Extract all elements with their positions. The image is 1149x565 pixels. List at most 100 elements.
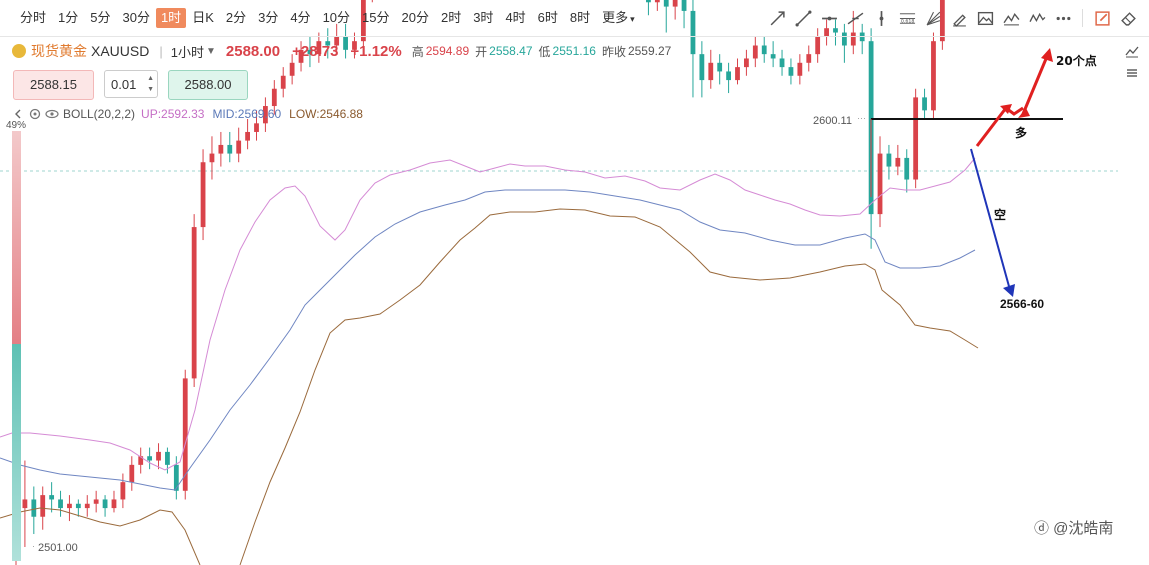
candle	[245, 119, 250, 150]
layout-panel-icon[interactable]	[1123, 64, 1141, 82]
candle-body	[31, 499, 37, 517]
candle-body	[360, 0, 366, 42]
candle-body	[209, 153, 215, 163]
short-target-label: 2566-60	[1000, 297, 1044, 311]
candle-body	[138, 456, 144, 465]
top-toolbar: 分时 1分 5分 30分 1时 日K 2分 3分 4分 10分 15分 20分 2时 3时 4时 6时 8时 更多…	[0, 0, 1149, 37]
candle-body	[316, 41, 322, 55]
candle-body	[352, 41, 357, 50]
candle	[289, 54, 295, 85]
candle-body	[49, 495, 55, 500]
candle-body	[280, 75, 286, 89]
author-watermark: ⓓ @沈皓南	[1034, 520, 1114, 537]
timeframe-5[interactable]: 日K	[192, 10, 214, 25]
long-target-line[interactable]	[1021, 53, 1050, 115]
period-selector[interactable]: 1小时	[170, 44, 204, 60]
timeframe-8[interactable]: 4分	[290, 10, 311, 25]
candle	[75, 499, 81, 517]
candle	[788, 58, 794, 85]
candle	[877, 136, 883, 228]
candle-body	[254, 123, 259, 132]
candle-body	[824, 28, 829, 37]
candle	[735, 58, 740, 85]
candle-body	[744, 58, 749, 68]
candle	[761, 36, 767, 63]
quantity-arrows-icon[interactable]: ▲ ▼	[147, 75, 154, 93]
boll-middle-band	[0, 189, 976, 491]
long-path-line[interactable]	[975, 105, 1024, 147]
candle-body	[165, 451, 170, 465]
buy-price-button[interactable]: 2588.00	[168, 70, 248, 100]
timeframe-0[interactable]: 分时	[20, 10, 47, 25]
timeframe-14[interactable]: 4时	[505, 10, 526, 25]
timeframe-12[interactable]: 2时	[440, 10, 462, 25]
candle-body	[111, 499, 117, 509]
period-caret-icon[interactable]: ▼	[205, 45, 216, 57]
candle	[138, 447, 144, 474]
candle	[93, 490, 99, 513]
timeframe-13[interactable]: 3时	[473, 10, 494, 25]
candle-body	[654, 0, 660, 3]
candle	[236, 127, 242, 163]
vertical-line-tool-icon[interactable]	[868, 5, 894, 31]
trend-line-tool-icon[interactable]	[790, 5, 816, 31]
timeframe-4[interactable]: 1时	[155, 8, 187, 28]
candle-body	[218, 144, 224, 154]
timeframe-9[interactable]: 10分	[322, 10, 351, 25]
chart-pattern-tool-icon[interactable]	[998, 5, 1024, 31]
edit-drawing-icon[interactable]	[1089, 5, 1115, 31]
candle-body	[236, 140, 242, 154]
candle-body	[75, 503, 81, 509]
long-arrow-head-1	[1000, 104, 1012, 114]
candle	[699, 41, 705, 98]
candle	[298, 41, 304, 72]
timeframe-3[interactable]: 30分	[122, 10, 150, 25]
timeframe-17[interactable]: 更多	[596, 8, 641, 28]
candle-body	[806, 54, 812, 63]
visibility-eye-icon[interactable]	[45, 107, 59, 121]
high-price-dots: ···	[857, 113, 866, 123]
brush-tool-icon[interactable]	[946, 5, 972, 31]
timeframe-15[interactable]: 6时	[537, 10, 558, 25]
candle-body	[904, 157, 910, 180]
volume-up-portion	[12, 131, 21, 344]
horizontal-line-tool-icon[interactable]	[816, 5, 842, 31]
wave-tool-icon[interactable]	[1024, 5, 1050, 31]
settings-icon[interactable]	[28, 107, 42, 121]
image-tool-icon[interactable]	[972, 5, 998, 31]
timeframe-2[interactable]: 5分	[90, 10, 111, 25]
more-tools-icon[interactable]	[1050, 5, 1076, 31]
indicator-legend: BOLL(20,2,2) UP:2592.33 MID:2569.60 LOW:…	[12, 106, 363, 122]
instrument-name[interactable]: 现货黄金	[31, 43, 87, 59]
timeframe-6[interactable]: 2分	[225, 10, 247, 25]
short-arrow-head	[1003, 284, 1015, 297]
candle-body	[681, 0, 687, 11]
ray-line-tool-icon[interactable]	[764, 5, 790, 31]
parallel-line-tool-icon[interactable]	[842, 5, 868, 31]
gann-fan-tool-icon[interactable]	[920, 5, 946, 31]
short-path-line[interactable]	[970, 148, 1011, 291]
timeframe-10[interactable]: 15分	[362, 10, 390, 25]
timeframe-1[interactable]: 1分	[58, 10, 79, 25]
timeframe-16[interactable]: 8时	[569, 10, 591, 25]
candle-body	[325, 41, 331, 46]
boll-upper-band	[0, 157, 976, 471]
instrument-code[interactable]: XAUUSD	[91, 43, 150, 59]
candle-body	[191, 227, 197, 379]
collapse-chevron-icon[interactable]	[12, 108, 24, 120]
candle	[681, 0, 687, 29]
fibonacci-tool-icon[interactable]: 0.618	[894, 5, 920, 31]
sell-price-button[interactable]: 2588.15	[13, 70, 94, 100]
toolbar-divider	[1082, 9, 1083, 27]
indicator-panel-icon[interactable]	[1123, 42, 1141, 60]
quantity-stepper[interactable]: 0.01 ▲ ▼	[104, 70, 158, 98]
candle	[271, 80, 277, 115]
candle-body	[841, 32, 847, 46]
candle	[931, 32, 936, 119]
indicator-name[interactable]: BOLL(20,2,2)	[63, 107, 136, 121]
candle-body	[735, 67, 740, 81]
timeframe-11[interactable]: 20分	[401, 10, 429, 25]
timeframe-7[interactable]: 3分	[258, 10, 279, 25]
eraser-icon[interactable]	[1115, 5, 1141, 31]
